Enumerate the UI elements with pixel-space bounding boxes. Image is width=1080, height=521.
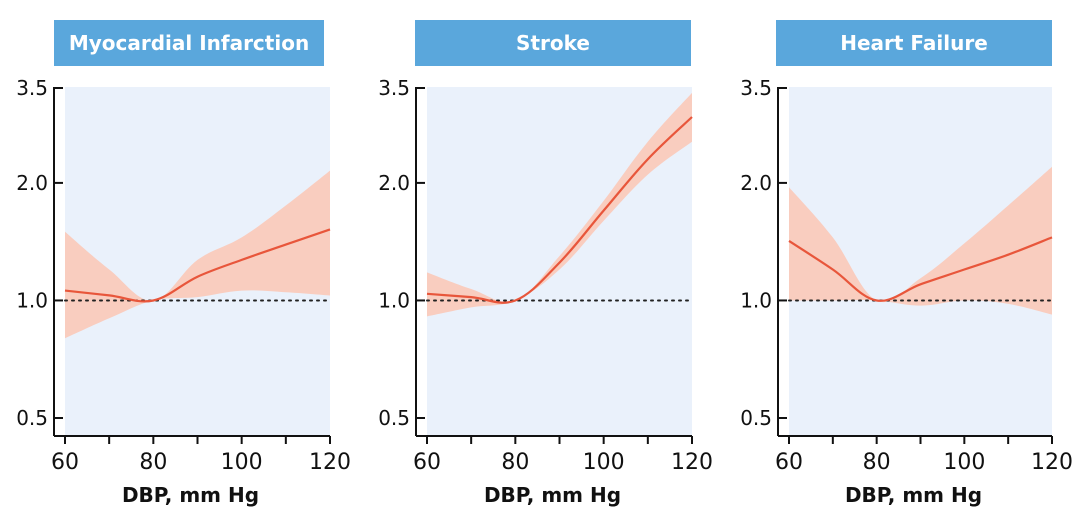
y-tick-label: 0.5 — [378, 406, 410, 430]
panel-title: Stroke — [516, 31, 590, 55]
x-tick-label: 100 — [221, 450, 263, 475]
y-tick-label: 0.5 — [740, 406, 772, 430]
confidence-band — [427, 92, 692, 317]
x-tick-label: 80 — [863, 450, 891, 475]
x-tick-label: 120 — [671, 450, 713, 475]
x-tick-label: 120 — [1031, 450, 1073, 475]
x-tick-label: 80 — [139, 450, 167, 475]
x-tick-label: 100 — [943, 450, 985, 475]
panel-heart-failure: Heart Failure 0.5 1.0 2.0 3.5 60 80 100 120 DBP, … — [740, 20, 1073, 507]
x-axis-label: DBP, mm Hg — [122, 483, 259, 507]
hazard-ratio-line — [788, 236, 1053, 302]
x-tick-label: 100 — [583, 450, 625, 475]
x-tick-label: 80 — [501, 450, 529, 475]
hazard-ratio-line — [64, 228, 331, 303]
y-tick-label: 3.5 — [378, 76, 410, 100]
x-axis-label: DBP, mm Hg — [845, 483, 982, 507]
hazard-ratio-line — [426, 116, 693, 304]
title-bar — [415, 20, 691, 66]
y-tick-label: 0.5 — [16, 406, 48, 430]
y-tick-label: 2.0 — [740, 171, 772, 195]
x-tick-label: 60 — [413, 450, 441, 475]
x-tick-label: 120 — [309, 450, 351, 475]
confidence-band — [789, 166, 1052, 315]
y-tick-label: 3.5 — [740, 76, 772, 100]
y-tick-label: 2.0 — [16, 171, 48, 195]
confidence-band — [65, 170, 330, 339]
panel-title: Myocardial Infarction — [69, 31, 309, 55]
panel-title: Heart Failure — [840, 31, 988, 55]
y-tick-label: 1.0 — [378, 288, 410, 312]
y-tick-label: 3.5 — [16, 76, 48, 100]
title-bar — [776, 20, 1052, 66]
x-tick-label: 60 — [51, 450, 79, 475]
x-tick-label: 60 — [775, 450, 803, 475]
title-bar — [54, 20, 324, 66]
panel-myocardial-infarction: Myocardial Infarction 0.5 1.0 2.0 3.5 60 80 100… — [16, 20, 351, 507]
y-tick-label: 1.0 — [740, 288, 772, 312]
x-axis-label: DBP, mm Hg — [484, 483, 621, 507]
panel-stroke: Stroke 0.5 1.0 2.0 3.5 60 80 100 120 DBP, mm Hg — [378, 20, 713, 507]
y-tick-label: 1.0 — [16, 288, 48, 312]
y-tick-label: 2.0 — [378, 171, 410, 195]
